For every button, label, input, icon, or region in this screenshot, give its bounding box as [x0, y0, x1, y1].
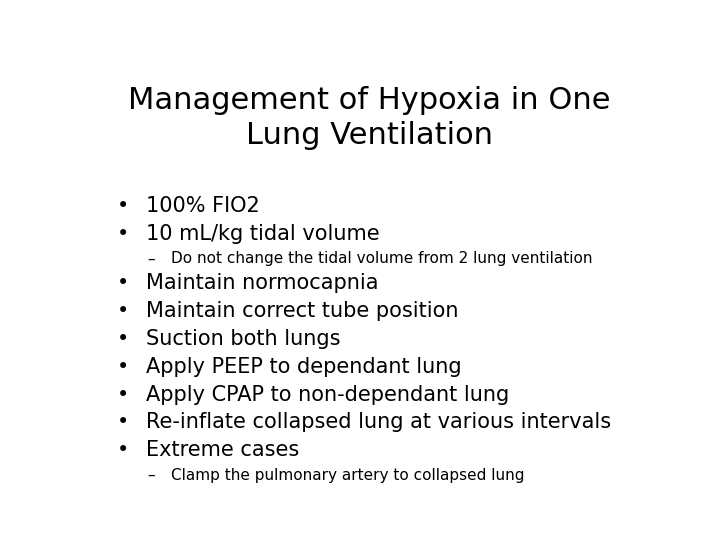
Text: Management of Hypoxia in One
Lung Ventilation: Management of Hypoxia in One Lung Ventil… [127, 85, 611, 151]
Text: •: • [117, 329, 130, 349]
Text: •: • [117, 357, 130, 377]
Text: Apply PEEP to dependant lung: Apply PEEP to dependant lung [145, 357, 462, 377]
Text: •: • [117, 301, 130, 321]
Text: •: • [117, 413, 130, 433]
Text: Extreme cases: Extreme cases [145, 440, 299, 460]
Text: •: • [117, 196, 130, 216]
Text: •: • [117, 384, 130, 404]
Text: •: • [117, 224, 130, 244]
Text: Maintain normocapnia: Maintain normocapnia [145, 273, 378, 293]
Text: Do not change the tidal volume from 2 lung ventilation: Do not change the tidal volume from 2 lu… [171, 252, 593, 267]
Text: Suction both lungs: Suction both lungs [145, 329, 341, 349]
Text: Maintain correct tube position: Maintain correct tube position [145, 301, 459, 321]
Text: –: – [148, 252, 156, 267]
Text: 10 mL/kg tidal volume: 10 mL/kg tidal volume [145, 224, 379, 244]
Text: Apply CPAP to non-dependant lung: Apply CPAP to non-dependant lung [145, 384, 509, 404]
Text: –: – [148, 468, 156, 483]
Text: •: • [117, 273, 130, 293]
Text: Clamp the pulmonary artery to collapsed lung: Clamp the pulmonary artery to collapsed … [171, 468, 524, 483]
Text: Re-inflate collapsed lung at various intervals: Re-inflate collapsed lung at various int… [145, 413, 611, 433]
Text: •: • [117, 440, 130, 460]
Text: 100% FIO2: 100% FIO2 [145, 196, 259, 216]
